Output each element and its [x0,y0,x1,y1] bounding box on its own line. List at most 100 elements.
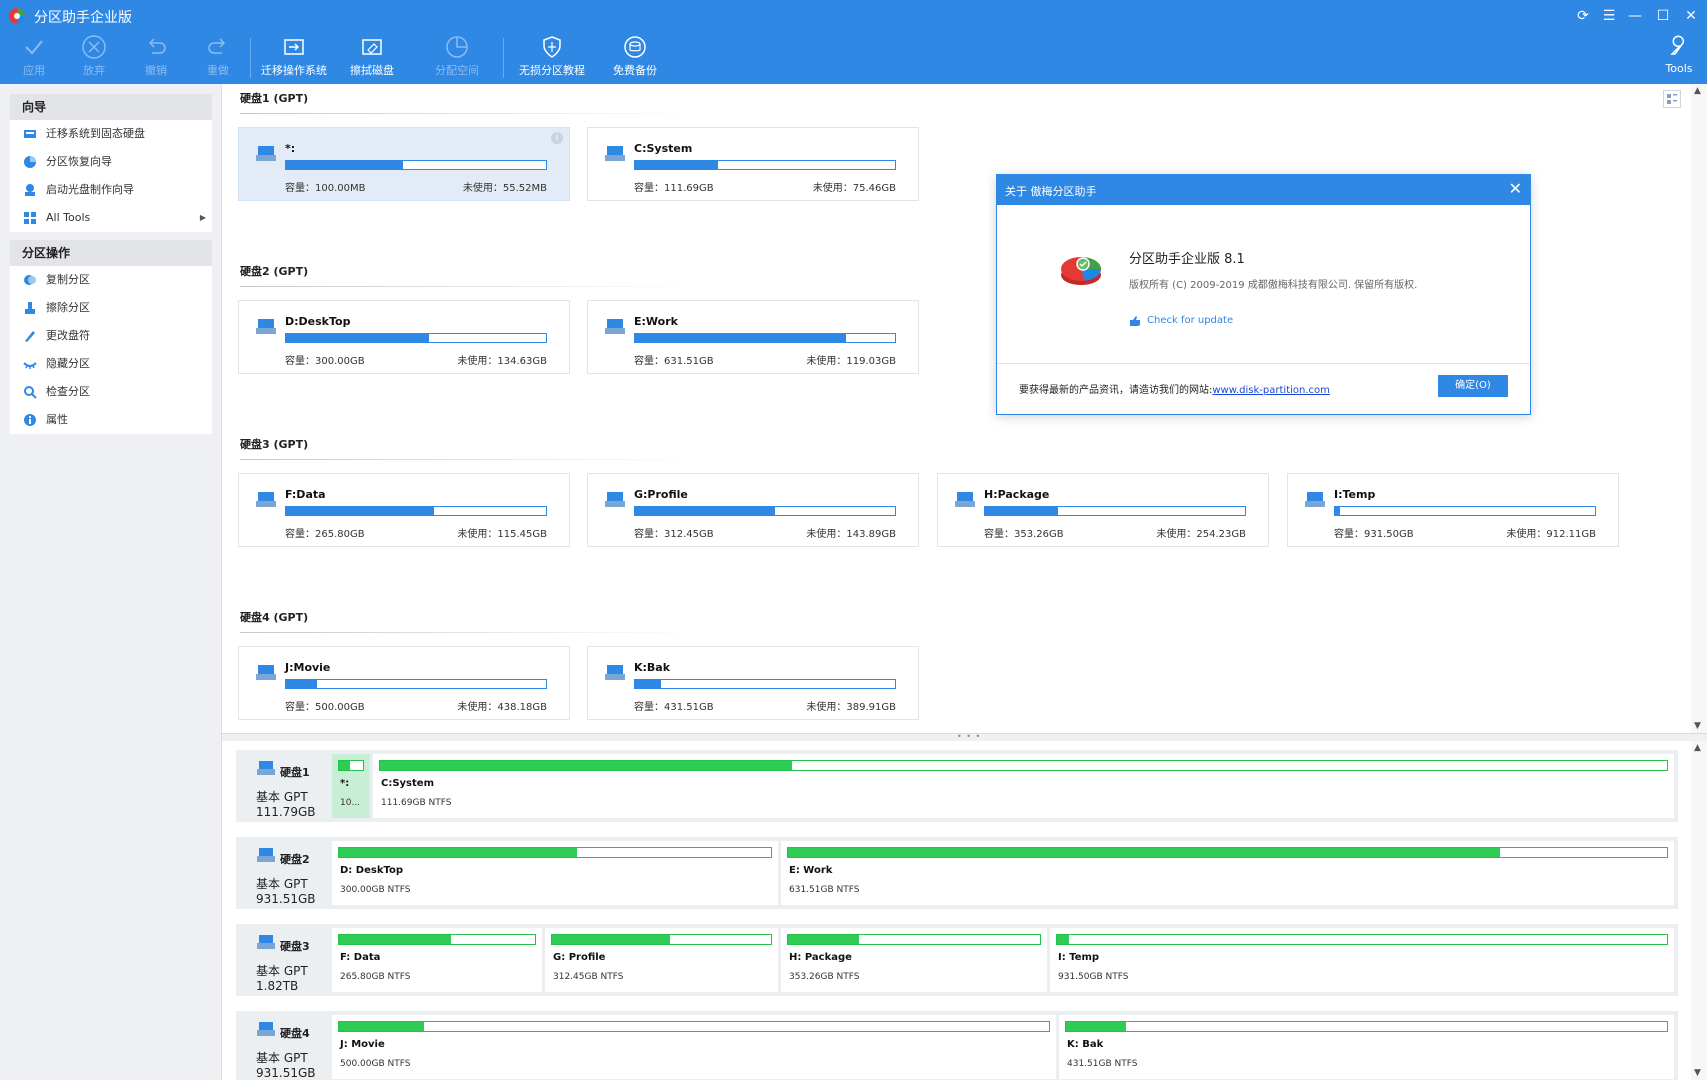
disk-info[interactable]: 硬盘3 基本 GPT 1.82TB [236,924,336,996]
scroll-down-icon[interactable]: ▼ [1694,1068,1701,1078]
partition-unused: 未使用：389.91GB [806,702,896,713]
partition-card[interactable]: D:DeskTop 容量：300.00GB 未使用：134.63GB [238,300,570,374]
usage-fill [1066,1022,1127,1031]
partition-card[interactable]: F:Data 容量：265.80GB 未使用：115.45GB [238,473,570,547]
sidebar-item-copy-partition[interactable]: 复制分区 [10,266,212,294]
partition-block[interactable]: K: Bak 431.51GB NTFS [1059,1015,1674,1079]
scroll-up-icon[interactable]: ▲ [1694,743,1701,753]
ssd-migrate-icon [24,130,36,138]
website-link[interactable]: www.disk-partition.com [1212,385,1330,396]
usage-fill [339,1022,425,1031]
sidebar-item-partition-recovery[interactable]: 分区恢复向导 [10,148,212,176]
wipe-disk-button[interactable]: 擦拭磁盘 [348,32,396,84]
partition-card[interactable]: K:Bak 容量：431.51GB 未使用：389.91GB [587,646,919,720]
sidebar-item-check-partition[interactable]: 检查分区 [10,378,212,406]
pane-splitter[interactable]: • • • [222,732,1707,741]
redo-button[interactable]: 重做 [198,32,238,84]
sidebar-item-change-letter[interactable]: 更改盘符 [10,322,212,350]
close-icon[interactable]: ✕ [1685,8,1697,24]
partition-block[interactable]: H: Package 353.26GB NTFS [781,928,1047,992]
free-backup-label: 免费备份 [613,64,657,77]
partition-unused: 未使用：438.18GB [457,702,547,713]
dialog-title: 关于 傲梅分区助手 [1005,185,1097,198]
toolbar-separator [503,38,504,78]
app-logo-icon [1061,257,1102,285]
sidebar-item-label: 分区恢复向导 [46,155,112,168]
partition-block[interactable]: C:System 111.69GB NTFS [373,754,1674,818]
disk-info[interactable]: 硬盘4 基本 GPT 931.51GB [236,1011,336,1080]
menu-icon[interactable]: ☰ [1602,8,1616,24]
usage-fill [339,935,451,944]
partition-block[interactable]: F: Data 265.80GB NTFS [332,928,542,992]
partition-card[interactable]: I:Temp 容量：931.50GB 未使用：912.11GB [1287,473,1619,547]
partition-card[interactable]: *: 容量：100.00MB 未使用：55.52MB i [238,127,570,201]
ok-button[interactable]: 确定(O) [1438,375,1508,397]
top-scrollbar[interactable]: ▲ ▼ [1691,84,1707,733]
partition-capacity: 容量：100.00MB [285,183,366,194]
redo-label: 重做 [207,64,229,77]
wrench-icon [1670,35,1685,55]
drive-icon [257,935,275,949]
allocate-space-button[interactable]: 分配空间 [432,32,482,84]
partition-ops-panel: 分区操作 复制分区 擦除分区 更改盘符 隐藏分区 检查分区 属性 [10,240,212,434]
sidebar-item-label: 擦除分区 [46,301,90,314]
change-letter-icon [25,331,35,342]
sidebar-item-label: 隐藏分区 [46,357,90,370]
disk-info[interactable]: 硬盘1 基本 GPT 111.79GB [236,750,336,822]
splitter-grip-icon[interactable]: • • • [957,732,982,741]
partition-unused: 未使用：55.52MB [462,183,547,194]
sidebar-item-hide-partition[interactable]: 隐藏分区 [10,350,212,378]
sidebar-item-properties[interactable]: 属性 [10,406,212,434]
apply-button[interactable]: 应用 [14,32,54,84]
view-toggle-button[interactable] [1663,90,1681,108]
drive-icon [605,319,625,334]
info-icon[interactable]: i [551,132,563,144]
partition-card[interactable]: C:System 容量：111.69GB 未使用：75.46GB [587,127,919,201]
tools-button[interactable]: Tools [1660,32,1698,84]
partition-block[interactable]: I: Temp 931.50GB NTFS [1050,928,1674,992]
partition-block[interactable]: *: 10... [332,754,370,818]
usage-bar [285,160,547,170]
partition-name: G: Profile [553,952,606,963]
dialog-close-icon[interactable]: ✕ [1508,179,1522,198]
sidebar-item-all-tools[interactable]: All Tools ▶ [10,204,212,232]
partition-info: 312.45GB NTFS [553,972,624,982]
scroll-up-icon[interactable]: ▲ [1694,86,1701,96]
migrate-os-button[interactable]: 迁移操作系统 [258,32,330,84]
window-title: 分区助手企业版 [34,10,132,26]
disk-row: 硬盘3 基本 GPT 1.82TB F: Data 265.80GB NTFS … [236,924,1678,996]
partition-card[interactable]: E:Work 容量：631.51GB 未使用：119.03GB [587,300,919,374]
partition-block[interactable]: D: DeskTop 300.00GB NTFS [332,841,778,905]
bottom-scrollbar[interactable]: ▲ ▼ [1691,741,1707,1080]
partition-unused: 未使用：254.23GB [1156,529,1246,540]
discard-button[interactable]: 放弃 [74,32,114,84]
usage-bar [634,333,896,343]
usage-fill [380,761,792,770]
sidebar-item-bootable-media[interactable]: 启动光盘制作向导 [10,176,212,204]
partition-block[interactable]: G: Profile 312.45GB NTFS [545,928,778,992]
disk-info[interactable]: 硬盘2 基本 GPT 931.51GB [236,837,336,909]
lossless-tutorial-button[interactable]: 无损分区教程 [516,32,588,84]
sidebar-item-migrate-ssd[interactable]: 迁移系统到固态硬盘 [10,120,212,148]
undo-button[interactable]: 撤销 [136,32,176,84]
partition-capacity: 容量：353.26GB [984,529,1064,540]
partition-name: E: Work [789,865,833,876]
disk-header: 硬盘3 (GPT) [240,438,309,451]
partition-block[interactable]: J: Movie 500.00GB NTFS [332,1015,1056,1079]
free-backup-button[interactable]: 免费备份 [610,32,660,84]
partition-block[interactable]: E: Work 631.51GB NTFS [781,841,1674,905]
refresh-icon[interactable]: ⟳ [1577,8,1589,24]
migrate-os-icon [284,39,304,55]
sidebar-item-wipe-partition[interactable]: 擦除分区 [10,294,212,322]
usage-bar [984,506,1246,516]
partition-unused: 未使用：75.46GB [812,183,896,194]
scroll-down-icon[interactable]: ▼ [1694,721,1701,731]
disk-row: 硬盘1 基本 GPT 111.79GB *: 10... C:System 11… [236,750,1678,822]
usage-fill [635,161,719,169]
partition-card[interactable]: H:Package 容量：353.26GB 未使用：254.23GB [937,473,1269,547]
partition-card[interactable]: J:Movie 容量：500.00GB 未使用：438.18GB [238,646,570,720]
partition-card[interactable]: G:Profile 容量：312.45GB 未使用：143.89GB [587,473,919,547]
minimize-icon[interactable]: — [1628,8,1642,24]
disk-name: 硬盘1 [280,766,310,779]
maximize-icon[interactable]: ☐ [1656,8,1670,24]
